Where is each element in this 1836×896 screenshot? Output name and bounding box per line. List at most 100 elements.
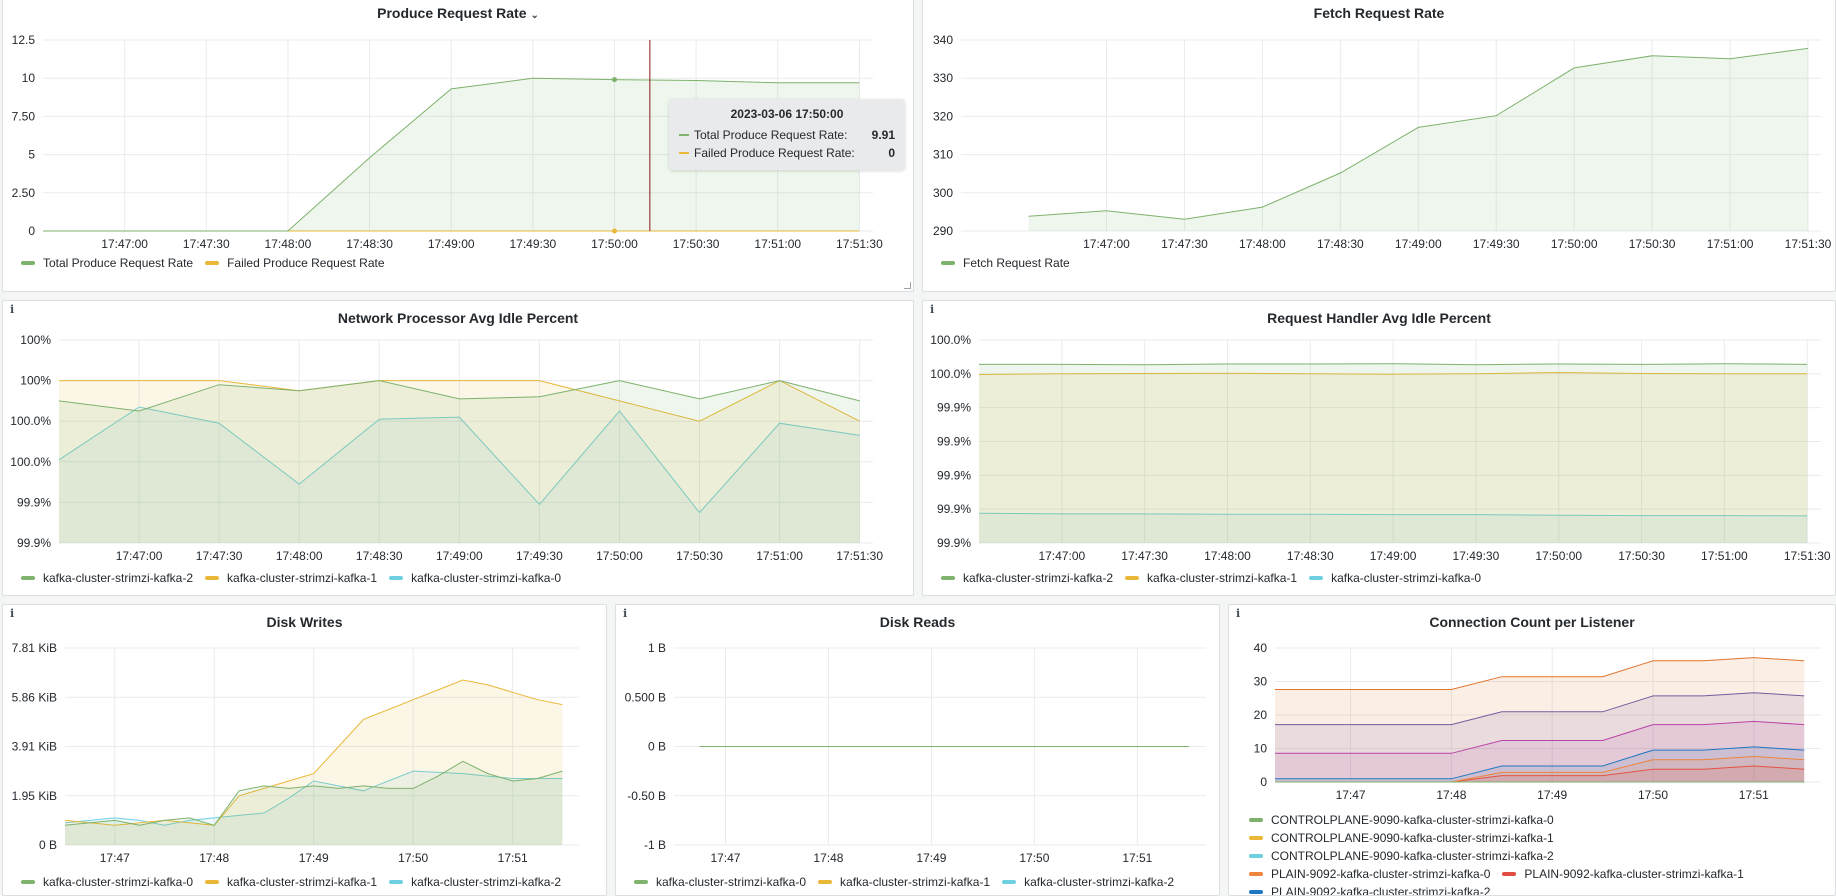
legend-item[interactable]: kafka-cluster-strimzi-kafka-1 bbox=[818, 873, 990, 891]
series-line[interactable] bbox=[978, 512, 1808, 517]
legend-swatch bbox=[1125, 575, 1140, 580]
x-tick-label: 17:47:00 bbox=[116, 549, 163, 563]
x-tick-label: 17:49 bbox=[299, 851, 329, 865]
legend-swatch bbox=[941, 575, 955, 580]
legend-label: PLAIN-9092-kafka-cluster-strimzi-kafka-2 bbox=[1271, 885, 1491, 896]
panel-title[interactable]: Network Processor Avg Idle Percent bbox=[337, 310, 579, 326]
y-tick-label: 0 B bbox=[648, 740, 666, 754]
y-tick-label: 0 B bbox=[39, 838, 57, 852]
series-area bbox=[979, 372, 1808, 543]
y-tick-label: 330 bbox=[933, 71, 953, 85]
fetch-chart[interactable]: 290 300 310 320 330 340 17:47:00 17:47:30 17:48:… bbox=[923, 0, 1835, 291]
x-tick-label: 17:49:00 bbox=[436, 549, 483, 563]
produce-chart[interactable]: 0 2.50 5 7.50 10 12.5 17:47:00 17:47:30 17:48:00… bbox=[3, 0, 913, 291]
y-tick-label: -0.50 B bbox=[627, 789, 666, 803]
legend-swatch bbox=[1249, 835, 1263, 840]
fetch-request-rate-panel: Fetch Request Rate 290 300 310 320 330 340 17:… bbox=[922, 0, 1836, 292]
series-line[interactable] bbox=[58, 380, 860, 412]
x-tick-label: 17:47:00 bbox=[1038, 549, 1085, 563]
legend-item[interactable]: kafka-cluster-strimzi-kafka-2 bbox=[941, 569, 1113, 587]
series-area bbox=[65, 771, 563, 845]
network-chart[interactable]: 99.9% 99.9% 100.0% 100.0% 100% 100% 17:47:00 17… bbox=[3, 301, 913, 595]
info-icon[interactable]: i bbox=[1236, 607, 1241, 620]
legend-item[interactable]: PLAIN-9092-kafka-cluster-strimzi-kafka-1 bbox=[1502, 865, 1744, 883]
legend-item[interactable]: CONTROLPLANE-9090-kafka-cluster-strimzi-… bbox=[1249, 847, 1817, 865]
series-line[interactable] bbox=[59, 380, 860, 422]
legend-item[interactable]: kafka-cluster-strimzi-kafka-2 bbox=[1002, 873, 1174, 891]
legend-item[interactable]: Total Produce Request Rate bbox=[21, 254, 193, 272]
series-line[interactable] bbox=[64, 679, 563, 826]
legend-item[interactable]: kafka-cluster-strimzi-kafka-1 bbox=[1125, 569, 1297, 587]
info-icon[interactable]: i bbox=[10, 607, 15, 620]
legend-item[interactable]: PLAIN-9092-kafka-cluster-strimzi-kafka-0 bbox=[1249, 865, 1490, 883]
legend-item[interactable]: kafka-cluster-strimzi-kafka-0 bbox=[21, 873, 193, 891]
legend-item[interactable]: kafka-cluster-strimzi-kafka-0 bbox=[634, 873, 806, 891]
produce-request-rate-panel: Produce Request Rate ⌄ 0 2.50 5 7.50 10 12.5 17… bbox=[2, 0, 914, 292]
x-tick-label: 17:51:00 bbox=[1707, 237, 1754, 251]
x-tick-label: 17:49 bbox=[1537, 788, 1567, 802]
series-line[interactable] bbox=[979, 363, 1808, 366]
y-tick-label: 0 bbox=[1260, 775, 1267, 789]
info-icon[interactable]: i bbox=[623, 607, 628, 620]
legend-item[interactable]: Fetch Request Rate bbox=[941, 254, 1070, 272]
y-tick-label: 99.9% bbox=[937, 401, 971, 415]
legend-item[interactable]: CONTROLPLANE-9090-kafka-cluster-strimzi-… bbox=[1249, 829, 1817, 847]
x-tick-label: 17:49:00 bbox=[1370, 549, 1417, 563]
series-line[interactable] bbox=[1028, 47, 1809, 220]
x-tick-label: 17:51:00 bbox=[756, 549, 803, 563]
legend-item[interactable]: kafka-cluster-strimzi-kafka-0 bbox=[1309, 569, 1481, 587]
legend-swatch bbox=[205, 879, 220, 884]
legend-swatch bbox=[389, 879, 404, 884]
legend-item[interactable]: Failed Produce Request Rate bbox=[205, 254, 385, 272]
series-line[interactable] bbox=[58, 406, 860, 514]
legend-item[interactable]: kafka-cluster-strimzi-kafka-1 bbox=[205, 873, 377, 891]
x-tick-label: 17:48:30 bbox=[1287, 549, 1334, 563]
x-tick-label: 17:48:00 bbox=[276, 549, 323, 563]
series-area bbox=[65, 680, 563, 845]
series-line[interactable] bbox=[64, 760, 563, 826]
x-tick-label: 17:47:00 bbox=[101, 237, 148, 251]
y-tick-label: 99.9% bbox=[937, 536, 971, 550]
y-tick-label: 100.0% bbox=[10, 455, 51, 469]
legend-label: kafka-cluster-strimzi-kafka-0 bbox=[656, 875, 807, 889]
info-icon[interactable]: i bbox=[930, 303, 935, 316]
chevron-down-icon[interactable]: ⌄ bbox=[530, 10, 539, 21]
series-line[interactable] bbox=[978, 371, 1808, 375]
y-tick-label: 100% bbox=[20, 374, 51, 388]
legend-item[interactable]: PLAIN-9092-kafka-cluster-strimzi-kafka-2 bbox=[1249, 883, 1491, 896]
handler-chart[interactable]: 99.9% 99.9% 99.9% 99.9% 99.9% 100.0% 100.0% 17:… bbox=[923, 301, 1835, 595]
legend-item[interactable]: kafka-cluster-strimzi-kafka-0 bbox=[389, 569, 561, 587]
resize-handle[interactable] bbox=[904, 282, 911, 289]
panel-title[interactable]: Disk Reads bbox=[879, 614, 956, 630]
x-tick-label: 17:49:30 bbox=[1473, 237, 1520, 251]
panel-title[interactable]: Connection Count per Listener bbox=[1429, 614, 1635, 630]
series-line[interactable] bbox=[1275, 657, 1805, 690]
series-line[interactable] bbox=[43, 77, 860, 232]
disk-writes-chart[interactable]: 0 B 1.95 KiB 3.91 KiB 5.86 KiB 7.81 KiB 17:47… bbox=[3, 605, 606, 895]
network-legend: kafka-cluster-strimzi-kafka-2 kafka-clust… bbox=[21, 569, 573, 587]
x-tick-label: 17:50 bbox=[1019, 851, 1049, 865]
panel-title[interactable]: Produce Request Rate ⌄ bbox=[3, 5, 913, 21]
x-tick-label: 17:51:30 bbox=[836, 549, 883, 563]
connection-count-panel: i Connection Count per Listener 0 10 20 30 4… bbox=[1228, 604, 1836, 896]
series-area bbox=[1028, 48, 1808, 232]
panel-title[interactable]: Request Handler Avg Idle Percent bbox=[1267, 310, 1491, 326]
legend-item[interactable]: CONTROLPLANE-9090-kafka-cluster-strimzi-… bbox=[1249, 811, 1817, 829]
series-line[interactable] bbox=[1275, 746, 1805, 780]
legend-item[interactable]: kafka-cluster-strimzi-kafka-1 bbox=[205, 569, 377, 587]
legend-item[interactable]: kafka-cluster-strimzi-kafka-2 bbox=[389, 873, 561, 891]
legend-label: kafka-cluster-strimzi-kafka-2 bbox=[43, 571, 194, 585]
tooltip-value: 9.91 bbox=[871, 128, 895, 142]
request-handler-panel: i Request Handler Avg Idle Percent 99.9%… bbox=[922, 300, 1836, 596]
panel-title[interactable]: Fetch Request Rate bbox=[1313, 5, 1445, 21]
series-line[interactable] bbox=[1275, 720, 1805, 754]
legend-swatch bbox=[1502, 871, 1517, 876]
connections-chart[interactable]: 0 10 20 30 40 17:47 17:48 17:49 17:50 17:51 bbox=[1229, 605, 1835, 895]
panel-title[interactable]: Disk Writes bbox=[266, 614, 343, 630]
legend-item[interactable]: kafka-cluster-strimzi-kafka-2 bbox=[21, 569, 193, 587]
series-line[interactable] bbox=[1275, 692, 1805, 726]
y-tick-label: 10 bbox=[1254, 742, 1268, 756]
series-area bbox=[59, 407, 860, 543]
info-icon[interactable]: i bbox=[10, 303, 15, 316]
disk-reads-chart[interactable]: -1 B -0.50 B 0 B 0.500 B 1 B 17:47 17:48 17:49 1… bbox=[616, 605, 1219, 895]
